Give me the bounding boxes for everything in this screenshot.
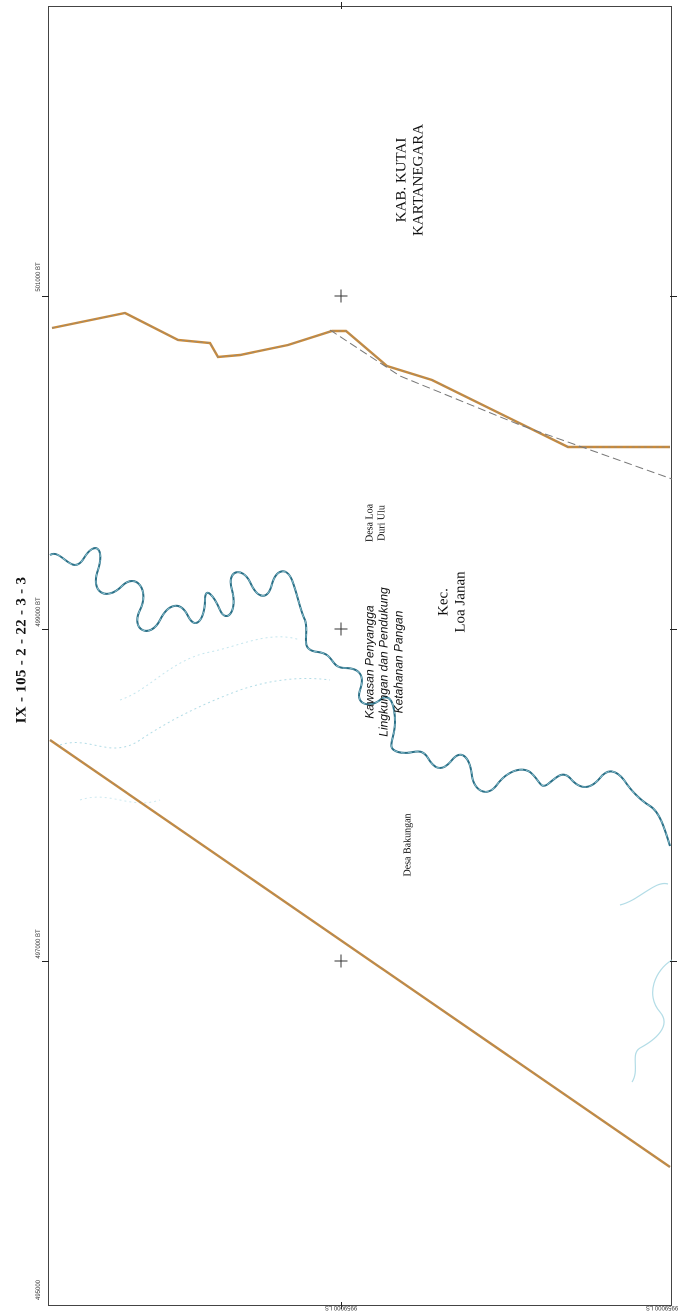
frame-tick-left-3 [42, 961, 49, 962]
coord-label-left-4: 495000 [36, 1279, 42, 1301]
label-desa-loa-duri-ulu: Desa Loa Duri Ulu [365, 504, 388, 542]
label-zone-line1: Kawasan Penyangga [362, 605, 377, 719]
frame-tick-top [341, 2, 342, 9]
label-desa-loa-line1: Desa Loa [364, 503, 376, 543]
stream-line-4 [619, 882, 669, 906]
river-main-dash [49, 547, 671, 847]
frame-tick-right-1 [670, 296, 677, 297]
frame-tick-right-3 [670, 961, 677, 962]
kabupaten-boundary-dash [51, 312, 670, 448]
label-kec-line2: Loa Janan [452, 571, 468, 633]
kabupaten-boundary-line [51, 311, 670, 449]
kecamatan-boundary-line [49, 739, 671, 1168]
frame-tick-bottom [341, 1302, 342, 1309]
secondary-boundary-dashed [329, 329, 673, 480]
coord-label-left-1: 501000 BT [36, 262, 42, 292]
stream-line-2 [119, 636, 301, 701]
label-kec-line1: Kec. [435, 588, 452, 616]
frame-tick-right-2 [670, 629, 677, 630]
map-sheet-id: IX - 105 - 2 - 22 - 3 - 3 [13, 576, 30, 724]
frame-tick-left-1 [42, 296, 49, 297]
stream-line-1 [59, 678, 331, 749]
coord-label-bottom-1: 9959000 LS [324, 1304, 358, 1310]
label-desa-bakungan: Desa Bakungan [402, 813, 414, 877]
coord-label-left-3: 497000 BT [36, 929, 42, 959]
label-kab-line1: KAB. KUTAI [393, 137, 410, 223]
label-kawasan-penyangga: Kawasan Penyangga Lingkungan dan Penduku… [362, 587, 405, 736]
label-zone-line3: Ketahanan Pangan [391, 610, 406, 714]
coord-label-bottom-2: 9959000 LS [645, 1304, 679, 1310]
stream-line-3 [79, 796, 161, 804]
label-kab-kutai-kartanegara: KAB. KUTAI KARTANEGARA [394, 124, 427, 236]
map-frame [48, 6, 672, 1306]
coord-label-left-2: 499000 BT [36, 597, 42, 627]
label-zone-line2: Lingkungan dan Pendukung [376, 587, 391, 737]
label-kec-loa-janan: Kec. Loa Janan [436, 571, 469, 632]
stream-line-5 [631, 959, 673, 1083]
label-desa-loa-line2: Duri Ulu [376, 505, 387, 541]
grid-crosshair-1 [334, 289, 348, 303]
grid-crosshair-2 [334, 622, 348, 636]
frame-tick-left-2 [42, 629, 49, 630]
grid-crosshair-3 [334, 954, 348, 968]
label-kab-line2: KARTANEGARA [410, 123, 426, 237]
